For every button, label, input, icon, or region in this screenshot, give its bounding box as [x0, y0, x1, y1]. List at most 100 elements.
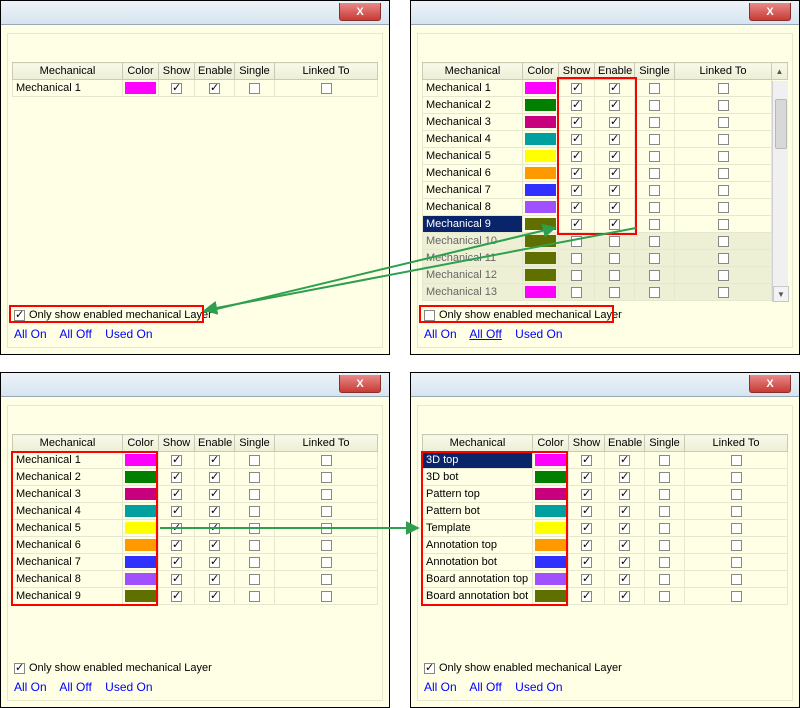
checkbox[interactable]	[209, 455, 220, 466]
filter-checkbox[interactable]	[14, 310, 25, 321]
table-row[interactable]: 3D top	[423, 452, 788, 469]
layer-color[interactable]	[533, 588, 569, 605]
checkbox[interactable]	[619, 557, 630, 568]
show-cell[interactable]	[569, 503, 605, 520]
all-on-link[interactable]: All On	[14, 680, 47, 694]
enable-cell[interactable]	[595, 233, 635, 250]
layer-name[interactable]: Mechanical 8	[13, 571, 123, 588]
layer-name[interactable]: Template	[423, 520, 533, 537]
layer-color[interactable]	[123, 588, 159, 605]
col-linked[interactable]: Linked To	[275, 63, 378, 80]
enable-cell[interactable]	[195, 520, 235, 537]
show-cell[interactable]	[569, 486, 605, 503]
checkbox[interactable]	[249, 540, 260, 551]
layer-name[interactable]: Mechanical 1	[13, 80, 123, 97]
linked-cell[interactable]	[675, 199, 772, 216]
checkbox[interactable]	[609, 100, 620, 111]
table-row[interactable]: Mechanical 7	[13, 554, 378, 571]
checkbox[interactable]	[718, 270, 729, 281]
layer-name[interactable]: 3D top	[423, 452, 533, 469]
checkbox[interactable]	[609, 151, 620, 162]
checkbox[interactable]	[609, 185, 620, 196]
layer-color[interactable]	[523, 80, 559, 97]
single-cell[interactable]	[235, 503, 275, 520]
linked-cell[interactable]	[675, 267, 772, 284]
table-row[interactable]: Board annotation top	[423, 571, 788, 588]
table-row[interactable]: Annotation bot	[423, 554, 788, 571]
checkbox[interactable]	[659, 455, 670, 466]
linked-cell[interactable]	[675, 131, 772, 148]
show-cell[interactable]	[159, 452, 195, 469]
table-row[interactable]: Mechanical 8	[423, 199, 788, 216]
col-single[interactable]: Single	[235, 435, 275, 452]
layer-color[interactable]	[523, 182, 559, 199]
linked-cell[interactable]	[675, 284, 772, 301]
layer-name[interactable]: Mechanical 7	[13, 554, 123, 571]
linked-cell[interactable]	[685, 452, 788, 469]
checkbox[interactable]	[249, 523, 260, 534]
show-cell[interactable]	[159, 486, 195, 503]
checkbox[interactable]	[321, 455, 332, 466]
checkbox[interactable]	[718, 151, 729, 162]
close-button[interactable]: X	[339, 3, 381, 21]
checkbox[interactable]	[571, 117, 582, 128]
enable-cell[interactable]	[605, 503, 645, 520]
checkbox[interactable]	[609, 83, 620, 94]
checkbox[interactable]	[249, 591, 260, 602]
checkbox[interactable]	[321, 574, 332, 585]
linked-cell[interactable]	[675, 250, 772, 267]
checkbox[interactable]	[321, 472, 332, 483]
enable-cell[interactable]	[605, 554, 645, 571]
checkbox[interactable]	[171, 557, 182, 568]
table-row[interactable]: Template	[423, 520, 788, 537]
show-cell[interactable]	[569, 537, 605, 554]
layer-color[interactable]	[123, 554, 159, 571]
checkbox[interactable]	[718, 287, 729, 298]
show-cell[interactable]	[559, 233, 595, 250]
enable-cell[interactable]	[595, 80, 635, 97]
layer-color[interactable]	[123, 503, 159, 520]
layer-color[interactable]	[523, 148, 559, 165]
layer-name[interactable]: Mechanical 9	[423, 216, 523, 233]
enable-cell[interactable]	[595, 165, 635, 182]
checkbox[interactable]	[649, 270, 660, 281]
linked-cell[interactable]	[685, 520, 788, 537]
layer-name[interactable]: Mechanical 9	[13, 588, 123, 605]
single-cell[interactable]	[235, 588, 275, 605]
enable-cell[interactable]	[595, 114, 635, 131]
checkbox[interactable]	[649, 236, 660, 247]
show-cell[interactable]	[559, 148, 595, 165]
enable-cell[interactable]	[195, 588, 235, 605]
layer-name[interactable]: Mechanical 5	[423, 148, 523, 165]
used-on-link[interactable]: Used On	[515, 327, 562, 341]
layer-name[interactable]: Mechanical 7	[423, 182, 523, 199]
all-off-link[interactable]: All Off	[469, 327, 501, 341]
checkbox[interactable]	[659, 574, 670, 585]
linked-cell[interactable]	[685, 554, 788, 571]
layer-name[interactable]: 3D bot	[423, 469, 533, 486]
layer-color[interactable]	[123, 452, 159, 469]
checkbox[interactable]	[718, 134, 729, 145]
layer-color[interactable]	[523, 97, 559, 114]
layer-name[interactable]: Mechanical 4	[423, 131, 523, 148]
layer-color[interactable]	[523, 250, 559, 267]
checkbox[interactable]	[619, 489, 630, 500]
enable-cell[interactable]	[595, 284, 635, 301]
linked-cell[interactable]	[675, 97, 772, 114]
checkbox[interactable]	[649, 151, 660, 162]
table-row[interactable]: Annotation top	[423, 537, 788, 554]
layer-name[interactable]: Mechanical 1	[13, 452, 123, 469]
single-cell[interactable]	[635, 199, 675, 216]
checkbox[interactable]	[571, 83, 582, 94]
layer-name[interactable]: Mechanical 6	[423, 165, 523, 182]
checkbox[interactable]	[718, 253, 729, 264]
layer-name[interactable]: Mechanical 1	[423, 80, 523, 97]
checkbox[interactable]	[718, 100, 729, 111]
checkbox[interactable]	[321, 489, 332, 500]
enable-cell[interactable]	[605, 571, 645, 588]
single-cell[interactable]	[235, 571, 275, 588]
linked-cell[interactable]	[275, 486, 378, 503]
enable-cell[interactable]	[195, 469, 235, 486]
show-cell[interactable]	[559, 131, 595, 148]
show-cell[interactable]	[569, 571, 605, 588]
